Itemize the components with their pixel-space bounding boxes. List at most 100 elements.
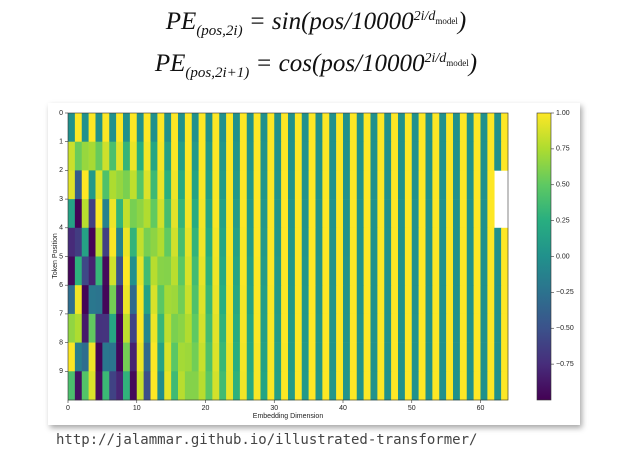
heatmap-cell [480, 313, 488, 343]
y-tick-label: 9 [59, 368, 63, 375]
heatmap-cell [480, 141, 488, 171]
heatmap-cell [349, 141, 358, 171]
heatmap-cell [123, 285, 131, 315]
heatmap-cell [150, 285, 158, 315]
heatmap-cell [370, 141, 378, 171]
heatmap-cell [109, 371, 117, 401]
heatmap-cell [267, 199, 275, 229]
heatmap-cell [384, 371, 392, 401]
heatmap-cell [370, 170, 378, 200]
heatmap-cell [219, 227, 227, 257]
heatmap-cell [459, 342, 468, 372]
heatmap-cell [95, 285, 103, 315]
heatmap-cell [391, 141, 399, 171]
heatmap-cell [157, 141, 165, 171]
heatmap-cell [411, 371, 419, 401]
heatmap-cell [143, 113, 151, 142]
heatmap-cell [356, 342, 364, 372]
heatmap-cell [301, 113, 309, 142]
heatmap-cell [356, 313, 364, 343]
heatmap-cell [439, 227, 447, 257]
heatmap-cell [329, 285, 337, 315]
heatmap-cell [453, 199, 461, 229]
heatmap-cell [253, 342, 261, 372]
heatmap-cell [411, 227, 419, 257]
heatmap-cell [205, 342, 213, 372]
heatmap-cell [453, 342, 461, 372]
heatmap-cell [377, 313, 385, 343]
formula-lhs: PE [154, 50, 186, 77]
heatmap-cell [349, 285, 358, 315]
heatmap-cell [439, 256, 447, 286]
heatmap-cell [487, 342, 495, 372]
heatmap-cell [398, 227, 406, 257]
heatmap-cell [315, 199, 323, 229]
heatmap-cell [253, 256, 261, 286]
heatmap-cell [453, 113, 461, 142]
heatmap-cell [473, 371, 481, 401]
heatmap-cell [370, 313, 378, 343]
heatmap-cell [308, 256, 316, 286]
heatmap-cell [301, 371, 309, 401]
heatmap-cell [88, 371, 96, 401]
heatmap-cell [68, 256, 76, 286]
heatmap-cell [336, 227, 344, 257]
heatmap-cell [246, 256, 254, 286]
heatmap-cell [102, 256, 110, 286]
heatmap-cell [343, 227, 351, 257]
heatmap-cell [95, 227, 103, 257]
heatmap-cell [322, 199, 330, 229]
heatmap-cell [81, 371, 89, 401]
heatmap-cell [363, 285, 371, 315]
heatmap-cell [157, 113, 165, 142]
heatmap-cell [136, 256, 144, 286]
heatmap-cell [239, 113, 248, 142]
heatmap-cell [343, 371, 351, 401]
heatmap-cell [116, 313, 124, 343]
heatmap-cell [233, 256, 241, 286]
heatmap-cell [116, 141, 124, 171]
heatmap-cell [143, 199, 151, 229]
colorbar-tick-label: 0.25 [556, 217, 570, 224]
heatmap-cell [322, 170, 330, 200]
heatmap-cell [164, 342, 172, 372]
heatmap-cell [68, 113, 76, 142]
heatmap-cell [102, 199, 110, 229]
heatmap-cell [129, 227, 138, 257]
heatmap-cell [81, 170, 89, 200]
heatmap-cell [260, 227, 268, 257]
heatmap-cell [136, 371, 144, 401]
heatmap-cell [198, 313, 206, 343]
heatmap-cell [143, 170, 151, 200]
heatmap-cell [343, 342, 351, 372]
heatmap-cell [281, 285, 289, 315]
heatmap-cell [109, 113, 117, 142]
heatmap-cell [267, 256, 275, 286]
heatmap-cell [95, 313, 103, 343]
heatmap-cell [88, 285, 96, 315]
heatmap-cell [391, 113, 399, 142]
heatmap-cell [343, 113, 351, 142]
heatmap-cell [233, 199, 241, 229]
heatmap-cell [226, 371, 234, 401]
heatmap-cell [466, 342, 474, 372]
heatmap-cell [425, 141, 433, 171]
heatmap-cell [88, 113, 96, 142]
heatmap-cell [102, 170, 110, 200]
heatmap-cell [432, 227, 440, 257]
heatmap-cell [288, 113, 296, 142]
heatmap-cell [95, 256, 103, 286]
heatmap-cell [288, 371, 296, 401]
heatmap-cell [404, 313, 413, 343]
heatmap-cell [349, 342, 358, 372]
heatmap-cell [226, 285, 234, 315]
heatmap-cell [164, 227, 172, 257]
heatmap-cell [439, 141, 447, 171]
heatmap-cell [219, 199, 227, 229]
heatmap-cell [68, 342, 76, 372]
heatmap-cell [391, 227, 399, 257]
heatmap-cell [233, 285, 241, 315]
heatmap-cell [356, 113, 364, 142]
heatmap-cell [301, 170, 309, 200]
formula-rhs: = cos(pos/10000 [255, 50, 425, 77]
